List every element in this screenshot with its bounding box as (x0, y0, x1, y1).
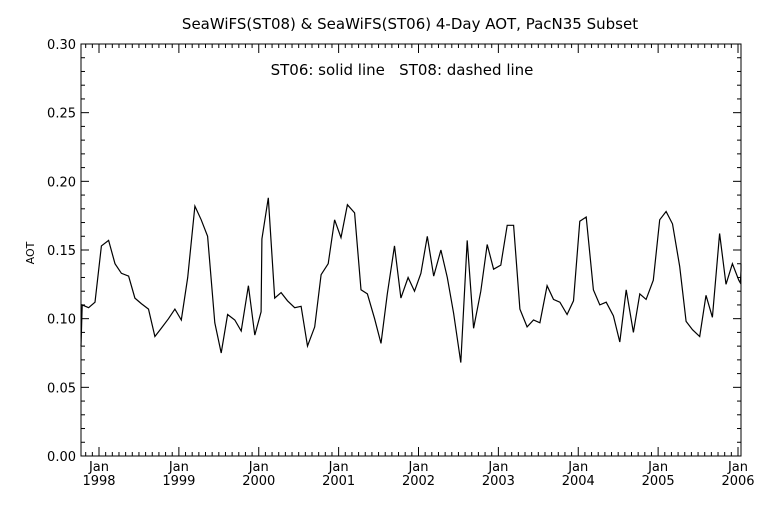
x-tick-month-label: Jan (727, 460, 748, 475)
y-tick-label: 0.00 (47, 450, 76, 465)
x-tick-year-label: 1998 (82, 474, 115, 489)
y-tick-label: 0.10 (47, 313, 76, 328)
axes-layer: 0.000.050.100.150.200.250.30Jan1998Jan19… (47, 38, 755, 489)
chart-title: SeaWiFS(ST08) & SeaWiFS(ST06) 4-Day AOT,… (182, 15, 638, 33)
x-tick-year-label: 2001 (322, 474, 355, 489)
x-tick-year-label: 2000 (242, 474, 275, 489)
x-tick-month-label: Jan (168, 460, 189, 475)
y-tick-label: 0.30 (47, 38, 76, 53)
x-tick-year-label: 2002 (402, 474, 435, 489)
y-tick-label: 0.15 (47, 244, 76, 259)
x-tick-month-label: Jan (407, 460, 428, 475)
x-tick-month-label: Jan (88, 460, 109, 475)
y-tick-label: 0.25 (47, 107, 76, 122)
x-tick-year-label: 1999 (162, 474, 195, 489)
x-tick-month-label: Jan (487, 460, 508, 475)
x-tick-year-label: 2004 (562, 474, 595, 489)
x-tick-year-label: 2003 (482, 474, 515, 489)
x-tick-month-label: Jan (328, 460, 349, 475)
y-tick-label: 0.20 (47, 175, 76, 190)
chart-annotation: ST06: solid line ST08: dashed line (271, 61, 534, 79)
x-tick-month-label: Jan (647, 460, 668, 475)
series-layer (80, 197, 742, 363)
y-axis-label: AOT (24, 241, 37, 264)
series-line-st06 (80, 197, 742, 363)
x-tick-month-label: Jan (567, 460, 588, 475)
x-tick-month-label: Jan (248, 460, 269, 475)
x-tick-year-label: 2006 (721, 474, 754, 489)
x-tick-year-label: 2005 (642, 474, 675, 489)
plot-frame (80, 43, 742, 457)
y-tick-label: 0.05 (47, 381, 76, 396)
